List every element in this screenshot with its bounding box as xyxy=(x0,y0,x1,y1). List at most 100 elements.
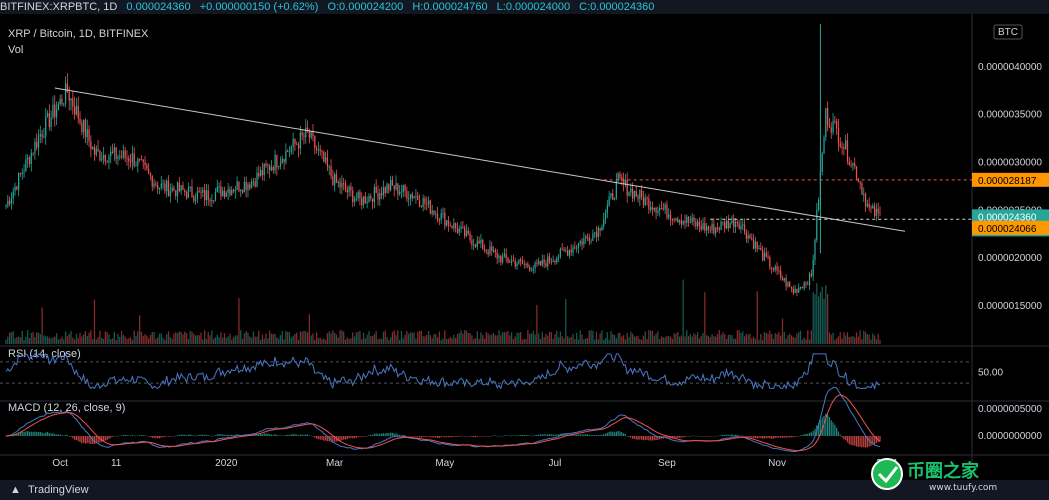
macd-histogram-bar xyxy=(45,432,47,436)
candle-body xyxy=(196,191,199,200)
candle-body xyxy=(664,204,666,210)
macd-histogram-bar xyxy=(438,436,441,438)
candle-body xyxy=(52,104,54,118)
volume-bar xyxy=(287,331,289,344)
macd-histogram-bar xyxy=(81,436,83,444)
volume-bar xyxy=(586,338,589,344)
macd-histogram-bar xyxy=(285,434,287,436)
macd-histogram-bar xyxy=(799,435,802,436)
macd-histogram-bar xyxy=(402,434,404,436)
macd-histogram-bar xyxy=(657,436,659,440)
volume-bar xyxy=(368,331,370,344)
volume-bar xyxy=(711,334,713,344)
candle-body xyxy=(695,221,697,227)
volume-bar xyxy=(814,294,816,344)
volume-bar xyxy=(599,333,601,344)
macd-histogram-bar xyxy=(418,436,421,438)
volume-bar xyxy=(621,336,623,344)
candle-body xyxy=(575,247,578,249)
candle-body xyxy=(729,223,731,229)
volume-bar xyxy=(693,333,695,344)
macd-histogram-bar xyxy=(774,436,776,439)
macd-histogram-bar xyxy=(128,435,130,436)
macd-histogram-bar xyxy=(709,436,711,437)
volume-bar xyxy=(227,336,229,344)
volume-bar xyxy=(243,333,245,344)
volume-bar xyxy=(66,335,69,344)
volume-bar xyxy=(603,339,605,344)
macd-histogram-bar xyxy=(218,433,220,436)
macd-histogram-bar xyxy=(111,436,114,437)
macd-histogram-bar xyxy=(133,435,135,437)
macd-histogram-bar xyxy=(93,436,96,445)
volume-bar xyxy=(131,339,134,344)
volume-bar xyxy=(518,332,520,344)
volume-bar xyxy=(317,338,320,344)
macd-histogram-bar xyxy=(259,433,262,436)
candle-body xyxy=(131,153,134,163)
volume-bar xyxy=(102,338,105,344)
macd-histogram-bar xyxy=(223,434,226,436)
candle-body xyxy=(563,249,565,251)
macd-histogram-bar xyxy=(485,436,487,437)
macd-histogram-bar xyxy=(339,436,341,442)
volume-bar xyxy=(375,330,377,344)
y-tick-label: 0.0000015000 xyxy=(978,301,1042,312)
macd-histogram-bar xyxy=(879,436,881,442)
volume-bar xyxy=(521,339,524,344)
volume-bar xyxy=(613,335,616,344)
macd-histogram-bar xyxy=(787,436,789,438)
macd-histogram-bar xyxy=(807,433,809,436)
macd-histogram-bar xyxy=(265,433,267,436)
candle-body xyxy=(348,186,350,193)
volume-bar xyxy=(606,332,608,344)
volume-bar xyxy=(772,338,775,344)
volume-bar xyxy=(426,334,428,344)
volume-bar xyxy=(21,330,23,344)
candle-body xyxy=(482,239,484,250)
candle-body xyxy=(612,193,614,200)
macd-histogram-bar xyxy=(570,434,572,436)
macd-histogram-bar xyxy=(283,435,285,437)
candle-body xyxy=(129,161,132,163)
volume-bar xyxy=(738,330,740,344)
macd-histogram-bar xyxy=(877,436,879,443)
candle-body xyxy=(18,172,20,190)
volume-bar xyxy=(725,338,728,344)
candle-body xyxy=(373,186,376,203)
candle-body xyxy=(787,282,789,287)
price-chart[interactable]: 0.0000040000 0.0000035000 0.0000030000 0.00… xyxy=(0,14,1049,480)
candle-body xyxy=(391,179,394,186)
macd-histogram-bar xyxy=(854,436,856,446)
candle-body xyxy=(644,198,646,205)
candle-body xyxy=(445,220,448,226)
candle-body xyxy=(274,155,276,171)
macd-histogram-bar xyxy=(364,436,366,437)
macd-histogram-bar xyxy=(138,435,141,436)
candle-body xyxy=(14,186,16,192)
candle-body xyxy=(801,286,803,289)
candle-body xyxy=(83,119,85,133)
volume-bar xyxy=(238,298,240,344)
rsi-line xyxy=(5,352,881,391)
volume-bar xyxy=(724,334,726,344)
volume-bar xyxy=(285,330,287,344)
volume-bar xyxy=(839,332,841,344)
macd-histogram-bar xyxy=(37,431,40,436)
candle-body xyxy=(339,181,341,188)
macd-histogram-bar xyxy=(99,436,101,443)
volume-bar xyxy=(366,334,368,344)
macd-histogram-bar xyxy=(532,435,534,437)
candle-body xyxy=(408,198,410,200)
macd-histogram-bar xyxy=(857,436,859,447)
macd-histogram-bar xyxy=(101,436,103,442)
candle-body xyxy=(491,246,493,252)
candle-body xyxy=(384,187,386,194)
macd-histogram-bar xyxy=(687,436,690,437)
candle-body xyxy=(752,239,755,249)
volume-bar xyxy=(137,331,139,344)
candle-body xyxy=(772,268,775,270)
macd-histogram-bar xyxy=(166,436,168,437)
macd-histogram-bar xyxy=(702,435,704,437)
macd-histogram-bar xyxy=(296,434,298,436)
